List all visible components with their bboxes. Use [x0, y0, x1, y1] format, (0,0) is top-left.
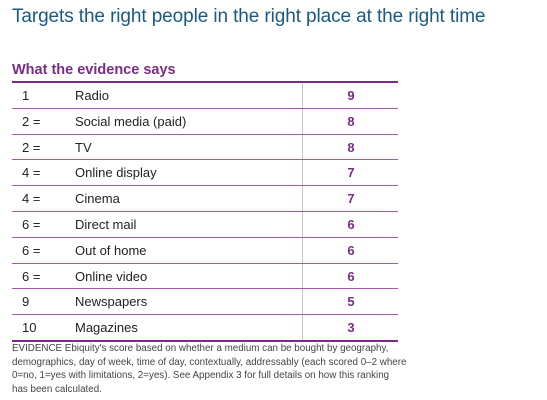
score-cell: 7: [302, 160, 399, 186]
rank-cell: 9: [22, 294, 30, 310]
score-value: 9: [347, 88, 355, 103]
score-cell: 6: [302, 237, 399, 263]
score-value: 8: [347, 139, 355, 155]
rank-cell: 6 =: [22, 268, 41, 284]
medium-cell: Out of home: [75, 242, 147, 258]
table-row: 6 = Online video 6: [12, 263, 399, 290]
section-heading: What the evidence says: [12, 62, 176, 78]
table-row: 4 = Online display 7: [12, 160, 399, 187]
medium-cell: Newspapers: [75, 294, 148, 310]
rank-cell: 2 =: [22, 113, 41, 129]
score-value: 3: [347, 320, 355, 336]
rank-cell: 10: [22, 320, 37, 336]
score-cell: 7: [302, 186, 399, 211]
medium-cell: Cinema: [75, 191, 120, 207]
table-row: 2 = TV 8: [12, 134, 399, 161]
score-cell: 8: [302, 134, 399, 160]
rank-cell: 4 =: [22, 165, 41, 181]
table-body: 1 Radio 9 2 = Social media (paid) 8 2 = TV 8 4 = O…: [12, 83, 398, 342]
table-row: 1 Radio 9: [12, 83, 398, 109]
rank-cell: 6 =: [22, 216, 41, 232]
score-value: 6: [347, 216, 355, 232]
score-cell: 3: [302, 315, 399, 340]
score-cell: 9: [302, 83, 399, 108]
table-top-rule: [12, 81, 398, 83]
medium-cell: Online video: [75, 268, 148, 284]
score-value: 7: [347, 191, 355, 207]
medium-cell: Direct mail: [75, 216, 137, 232]
rank-cell: 1: [22, 88, 30, 103]
score-value: 8: [347, 113, 355, 129]
score-cell: 5: [302, 289, 399, 315]
score-value: 5: [347, 294, 355, 310]
medium-cell: Radio: [75, 88, 109, 103]
medium-cell: Social media (paid): [75, 113, 187, 129]
rank-cell: 2 =: [22, 139, 41, 155]
table-row: 4 = Cinema 7: [12, 186, 398, 212]
medium-cell: TV: [75, 139, 92, 155]
table-row: 2 = Social media (paid) 8: [12, 108, 399, 135]
score-value: 6: [347, 242, 355, 258]
score-cell: 6: [302, 263, 399, 289]
score-value: 7: [347, 165, 355, 181]
score-cell: 6: [302, 211, 399, 237]
rank-cell: 6 =: [22, 242, 41, 258]
score-value: 6: [347, 268, 355, 284]
medium-cell: Magazines: [75, 320, 138, 336]
footnote: EVIDENCE Ebiquity's score based on wheth…: [12, 343, 407, 395]
table-row: 9 Newspapers 5: [12, 289, 399, 316]
rank-cell: 4 =: [22, 191, 41, 207]
table-row: 10 Magazines 3: [12, 315, 398, 342]
table-row: 6 = Out of home 6: [12, 237, 399, 264]
medium-cell: Online display: [75, 165, 157, 181]
score-cell: 8: [302, 108, 399, 134]
ranking-table: 1 Radio 9 2 = Social media (paid) 8 2 = TV 8 4 = O…: [12, 81, 398, 342]
page-title: Targets the right people in the right pl…: [12, 6, 486, 27]
table-row: 6 = Direct mail 6: [12, 211, 399, 238]
